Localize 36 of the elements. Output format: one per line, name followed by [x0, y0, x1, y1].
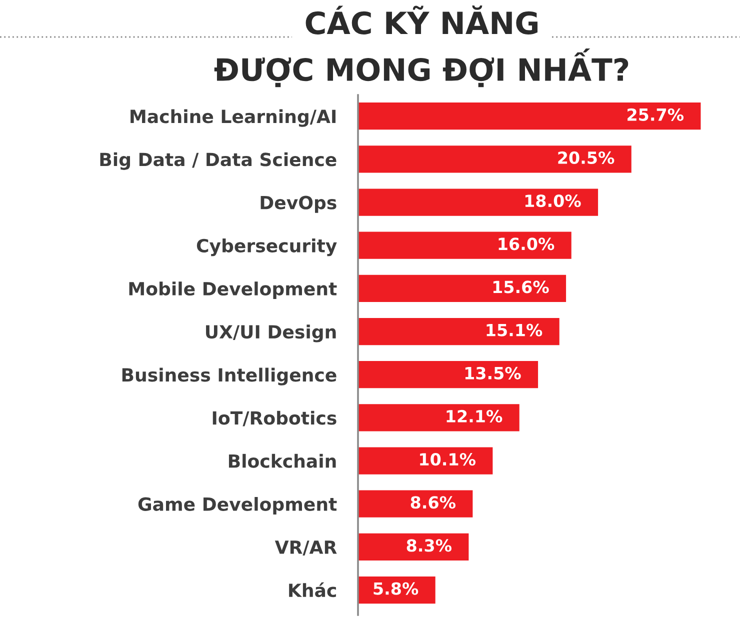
data-label: 20.5%	[558, 151, 614, 164]
data-label: 8.3%	[406, 539, 452, 552]
y-tick-label: DevOps	[260, 196, 336, 213]
y-tick-label: Game Development	[138, 496, 337, 514]
bar	[358, 533, 469, 560]
bar	[358, 447, 493, 474]
y-tick-label: Big Data / Data Science	[100, 152, 336, 170]
bar	[358, 188, 598, 216]
y-tick-label: VR/AR	[274, 540, 337, 556]
y-tick-label: IoT/Robotics	[212, 410, 336, 426]
bar	[358, 318, 560, 346]
data-label: 25.7%	[628, 108, 684, 121]
y-tick-label: Cybersecurity	[196, 238, 337, 256]
data-label: 18.0%	[525, 194, 581, 208]
y-tick-label: Mobile Development	[129, 282, 337, 300]
data-label: 16.0%	[498, 238, 554, 250]
bar	[358, 490, 473, 518]
data-label: 15.6%	[493, 280, 549, 294]
data-label: 12.1%	[446, 410, 502, 423]
y-tick-label: Blockchain	[228, 454, 336, 468]
data-label: 13.5%	[465, 366, 521, 380]
y-tick-label: Business Intelligence	[122, 368, 336, 386]
bar	[358, 102, 701, 130]
data-label: 5.8%	[374, 582, 418, 595]
y-tick-label: Machine Learning/AI	[130, 109, 336, 127]
chart-title: CÁC KỸ NĂNG ĐƯỢC MONG ĐỢI NHẤT?	[214, 5, 628, 88]
bar	[358, 232, 572, 259]
bar	[358, 404, 520, 432]
bar	[358, 361, 538, 388]
bar	[358, 146, 632, 173]
data-label: 15.1%	[486, 324, 542, 336]
y-tick-label: Khác	[289, 582, 336, 598]
data-label: 10.1%	[420, 452, 476, 466]
y-tick-label: UX/UI Design	[206, 324, 336, 342]
bar	[358, 274, 566, 302]
data-label: 8.6%	[410, 496, 456, 509]
